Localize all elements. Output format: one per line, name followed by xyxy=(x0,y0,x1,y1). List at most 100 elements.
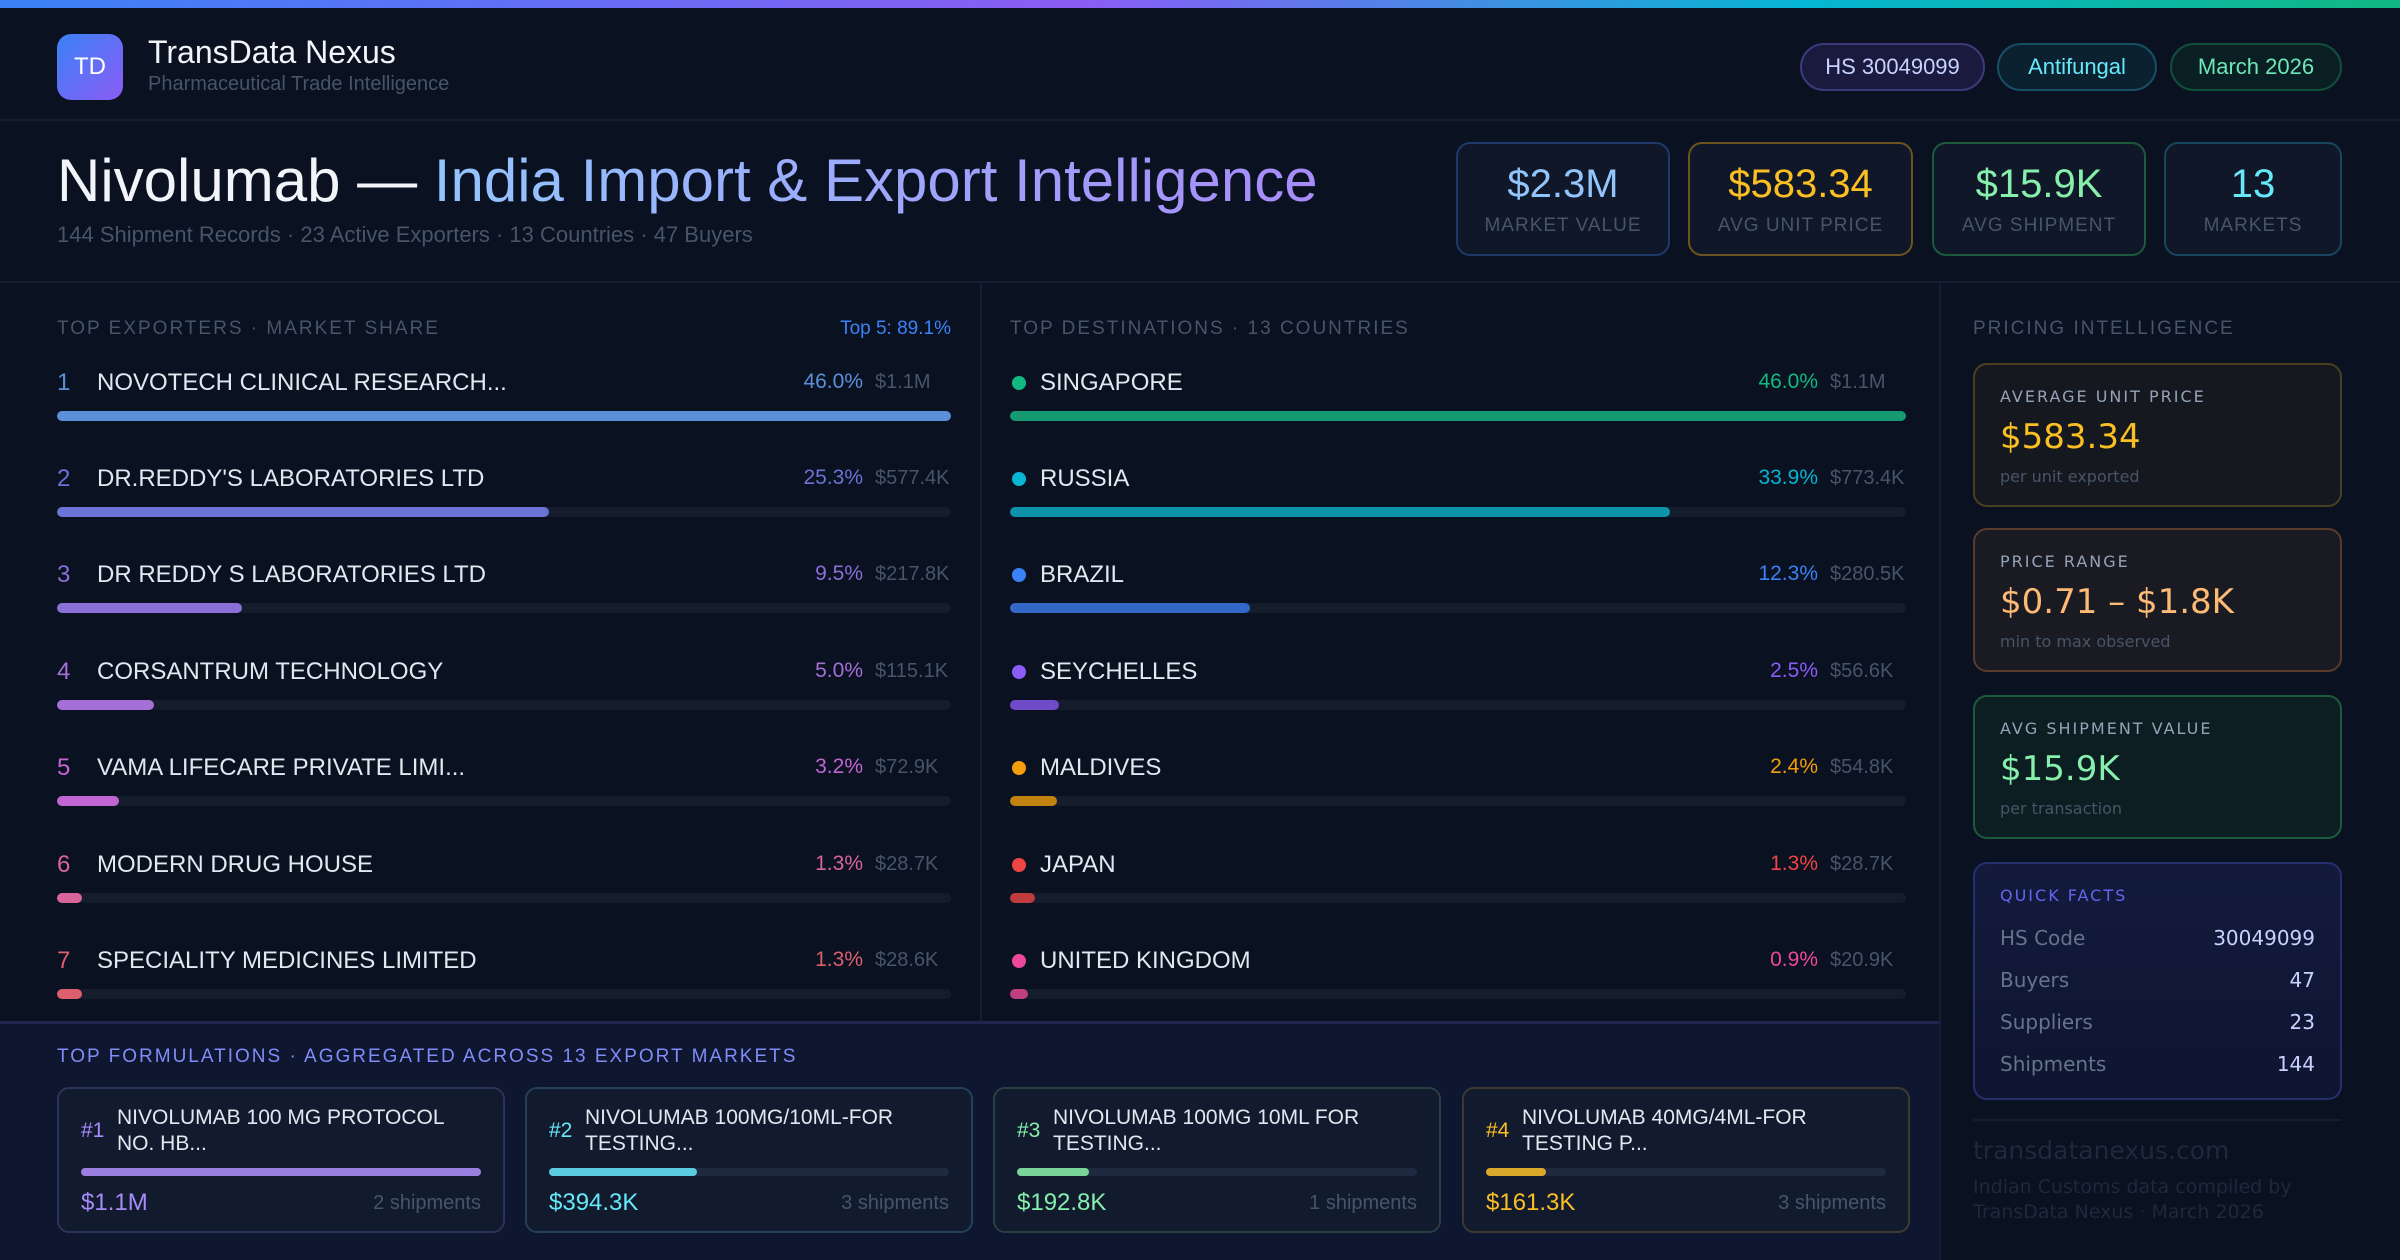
formulation-card[interactable]: #2 NIVOLUMAB 100MG/10ML-FOR TESTING... $39… xyxy=(525,1087,973,1233)
exporter-row[interactable]: 3 DR REDDY S LABORATORIES LTD 9.5% $217.8K xyxy=(57,561,951,613)
formulation-bar-fill xyxy=(81,1168,481,1176)
exporter-rank: 6 xyxy=(57,851,71,878)
share-bar-track xyxy=(1010,893,1906,903)
share-bar-fill xyxy=(57,989,83,999)
formulation-value: $1.1M xyxy=(81,1189,148,1216)
pricing-card-label: AVERAGE UNIT PRICE xyxy=(2000,387,2206,406)
destination-row[interactable]: JAPAN 1.3% $28.7K xyxy=(1010,851,1906,903)
quick-fact-key: HS Code xyxy=(2000,926,2086,950)
pricing-card-value: $0.71 – $1.8K xyxy=(2000,582,2234,622)
title-product: Nivolumab — xyxy=(57,147,434,214)
country-dot-icon xyxy=(1012,761,1026,775)
quick-fact-key: Buyers xyxy=(2000,968,2070,992)
exporter-row[interactable]: 6 MODERN DRUG HOUSE 1.3% $28.7K xyxy=(57,851,951,903)
formulation-card[interactable]: #1 NIVOLUMAB 100 MG PROTOCOL NO. HB... $1.… xyxy=(57,1087,505,1233)
kpi-avg-shipment: $15.9K AVG SHIPMENT xyxy=(1932,142,2146,256)
exporter-name: DR REDDY S LABORATORIES LTD xyxy=(97,561,486,588)
destination-name: SINGAPORE xyxy=(1040,369,1183,396)
exporter-rank: 1 xyxy=(57,369,71,396)
exporter-share: 9.5% xyxy=(815,562,863,585)
exporter-name: VAMA LIFECARE PRIVATE LIMI... xyxy=(97,754,466,781)
share-bar-track xyxy=(57,700,951,710)
exporter-row[interactable]: 4 CORSANTRUM TECHNOLOGY 5.0% $115.1K xyxy=(57,658,951,710)
formulation-shipments: 3 shipments xyxy=(841,1192,949,1214)
country-dot-icon xyxy=(1012,376,1026,390)
share-bar-track xyxy=(57,796,951,806)
category-pill[interactable]: Antifungal xyxy=(1997,43,2157,91)
share-bar-track xyxy=(57,603,951,613)
exporter-name: DR.REDDY'S LABORATORIES LTD xyxy=(97,465,485,492)
kpi-markets: 13 MARKETS xyxy=(2164,142,2342,256)
exporter-row[interactable]: 5 VAMA LIFECARE PRIVATE LIMI... 3.2% $72.9K xyxy=(57,754,951,806)
exporter-share: 5.0% xyxy=(815,659,863,682)
quick-facts-card: QUICK FACTS HS Code 30049099 Buyers 47 Suppl… xyxy=(1973,862,2342,1100)
formulation-bar-track xyxy=(81,1168,481,1176)
country-dot-icon xyxy=(1012,472,1026,486)
formulation-bar-track xyxy=(1486,1168,1886,1176)
share-bar-track xyxy=(1010,700,1906,710)
exporter-share: 3.2% xyxy=(815,755,863,778)
share-bar-fill xyxy=(57,603,242,613)
footer-url[interactable]: transdatanexus.com xyxy=(1973,1136,2230,1165)
footer-note: Indian Customs data compiled by xyxy=(1973,1176,2292,1198)
destination-share: 1.3% xyxy=(1770,852,1818,875)
quick-fact-value: 23 xyxy=(2289,1010,2315,1034)
hs-code-pill[interactable]: HS 30049099 xyxy=(1800,43,1985,91)
quick-fact-value: 30049099 xyxy=(2213,926,2315,950)
pricing-card: PRICE RANGE $0.71 – $1.8K min to max obser… xyxy=(1973,528,2342,672)
share-bar-track xyxy=(1010,507,1906,517)
destination-value: $20.9K xyxy=(1830,949,1894,971)
period-pill[interactable]: March 2026 xyxy=(2170,43,2342,91)
formulation-name: NIVOLUMAB 100MG/10ML-FOR TESTING... xyxy=(585,1106,894,1155)
destination-row[interactable]: SEYCHELLES 2.5% $56.6K xyxy=(1010,658,1906,710)
destination-name: RUSSIA xyxy=(1040,465,1130,492)
share-bar-fill xyxy=(57,507,549,517)
quick-fact-key: Shipments xyxy=(2000,1052,2107,1076)
destination-row[interactable]: UNITED KINGDOM 0.9% $20.9K xyxy=(1010,947,1906,999)
destination-row[interactable]: RUSSIA 33.9% $773.4K xyxy=(1010,465,1906,517)
top5-share: Top 5: 89.1% xyxy=(840,318,951,339)
country-dot-icon xyxy=(1012,665,1026,679)
formulation-card[interactable]: #4 NIVOLUMAB 40MG/4ML-FOR TESTING P... $16… xyxy=(1462,1087,1910,1233)
share-bar-fill xyxy=(1010,700,1059,710)
destination-name: UNITED KINGDOM xyxy=(1040,947,1251,974)
quick-fact-row: Suppliers 23 xyxy=(2000,1010,2315,1034)
destination-row[interactable]: BRAZIL 12.3% $280.5K xyxy=(1010,561,1906,613)
exporter-name: CORSANTRUM TECHNOLOGY xyxy=(97,658,444,685)
exporter-rank: 7 xyxy=(57,947,71,974)
exporter-value: $28.7K xyxy=(875,853,939,875)
quick-fact-row: Shipments 144 xyxy=(2000,1052,2315,1076)
kpi-avg-unit-price: $583.34 AVG UNIT PRICE xyxy=(1688,142,1913,256)
formulation-rank: #2 xyxy=(549,1119,573,1142)
destination-row[interactable]: SINGAPORE 46.0% $1.1M xyxy=(1010,369,1906,421)
destination-name: MALDIVES xyxy=(1040,754,1162,781)
formulation-bar-fill xyxy=(549,1168,697,1176)
formulation-rank: #1 xyxy=(81,1119,105,1142)
exporter-row[interactable]: 2 DR.REDDY'S LABORATORIES LTD 25.3% $577.4K xyxy=(57,465,951,517)
exporter-row[interactable]: 1 NOVOTECH CLINICAL RESEARCH... 46.0% $1.1M xyxy=(57,369,951,421)
pricing-card-sub: per unit exported xyxy=(2000,467,2140,486)
exporter-share: 25.3% xyxy=(803,466,863,489)
destination-name: SEYCHELLES xyxy=(1040,658,1198,685)
pricing-card-label: PRICE RANGE xyxy=(2000,552,2130,571)
share-bar-fill xyxy=(1010,893,1036,903)
formulation-value: $161.3K xyxy=(1486,1189,1576,1216)
destination-value: $773.4K xyxy=(1830,467,1905,489)
footer-note-2: TransData Nexus · March 2026 xyxy=(1973,1201,2264,1223)
formulation-rank: #3 xyxy=(1017,1119,1041,1142)
exporters-heading: TOP EXPORTERS · MARKET SHARE xyxy=(57,318,440,339)
destination-name: JAPAN xyxy=(1040,851,1116,878)
destination-row[interactable]: MALDIVES 2.4% $54.8K xyxy=(1010,754,1906,806)
formulation-shipments: 1 shipments xyxy=(1309,1192,1417,1214)
destination-share: 2.4% xyxy=(1770,755,1818,778)
exporter-name: SPECIALITY MEDICINES LIMITED xyxy=(97,947,477,974)
exporter-name: MODERN DRUG HOUSE xyxy=(97,851,374,878)
country-dot-icon xyxy=(1012,858,1026,872)
kpi-market-value: $2.3M MARKET VALUE xyxy=(1456,142,1670,256)
exporter-row[interactable]: 7 SPECIALITY MEDICINES LIMITED 1.3% $28.6K xyxy=(57,947,951,999)
pricing-card: AVG SHIPMENT VALUE $15.9K per transaction xyxy=(1973,695,2342,839)
share-bar-track xyxy=(57,507,951,517)
share-bar-track xyxy=(1010,989,1906,999)
formulation-card[interactable]: #3 NIVOLUMAB 100MG 10ML FOR TESTING... $19… xyxy=(993,1087,1441,1233)
exporter-value: $72.9K xyxy=(875,756,939,778)
